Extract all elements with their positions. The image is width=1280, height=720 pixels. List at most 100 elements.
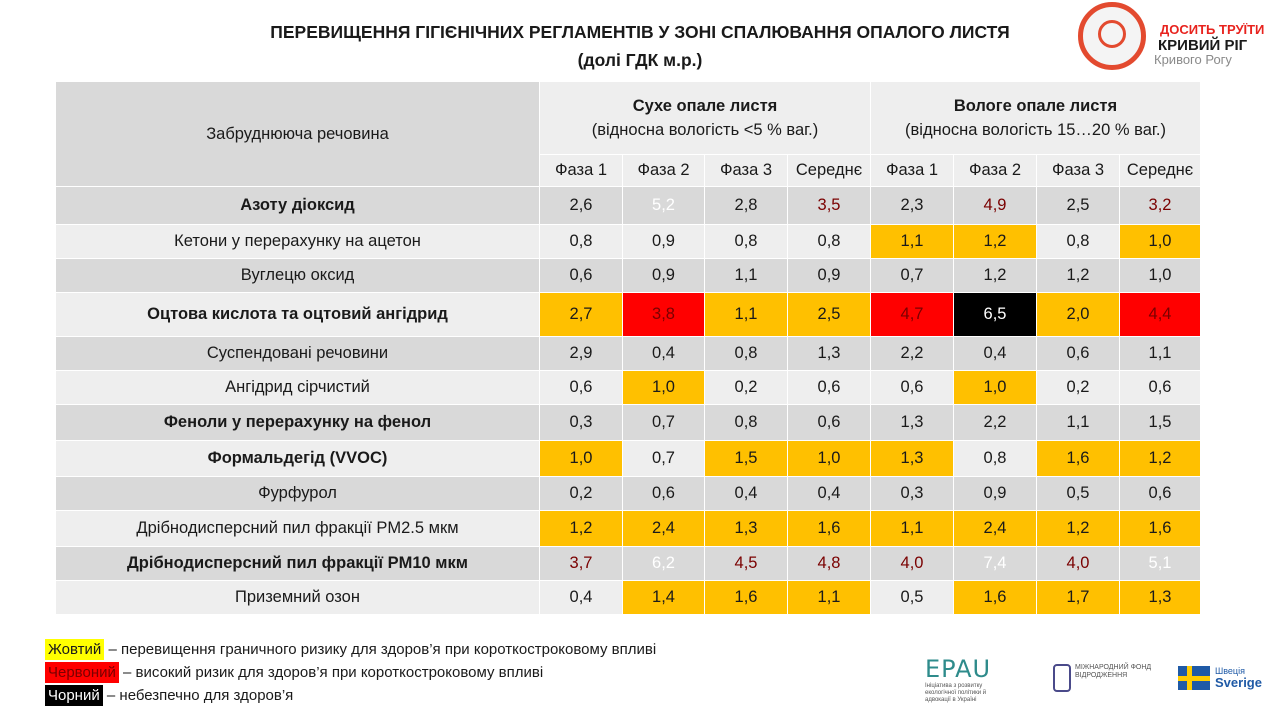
legend-text: – високий ризик для здоров’я при коротко… <box>118 664 544 681</box>
value-cell: 0,3 <box>870 476 954 511</box>
value-cell: 0,4 <box>704 476 788 511</box>
watermark-line3: Кривого Рогу <box>1154 52 1232 67</box>
value-cell: 4,9 <box>953 186 1037 225</box>
value-cell: 4,4 <box>1119 292 1201 337</box>
value-cell: 5,2 <box>622 186 705 225</box>
value-cell: 0,6 <box>622 476 705 511</box>
irf-logo: МІЖНАРОДНИЙ ФОНД ВІДРОДЖЕННЯ <box>1053 660 1163 696</box>
value-cell: 1,3 <box>704 510 788 547</box>
value-cell: 1,2 <box>953 224 1037 259</box>
value-cell: 2,8 <box>704 186 788 225</box>
value-cell: 4,5 <box>704 546 788 581</box>
value-cell: 0,4 <box>787 476 871 511</box>
sweden-logo-top: Швеція <box>1215 666 1245 676</box>
phase-header: Фаза 2 <box>953 154 1037 187</box>
value-cell: 1,0 <box>787 440 871 477</box>
value-cell: 6,5 <box>953 292 1037 337</box>
pollutant-name: Азоту діоксид <box>55 186 540 225</box>
table-row: Суспендовані речовини 2,9 0,4 0,8 1,3 2,2 0,4 0… <box>55 336 1201 371</box>
irf-logo-caption: МІЖНАРОДНИЙ ФОНД ВІДРОДЖЕННЯ <box>1075 664 1152 679</box>
pollutant-name: Вуглецю оксид <box>55 258 540 293</box>
table-row: Ангідрид сірчистий 0,6 1,0 0,2 0,6 0,6 1,0 0,2 0… <box>55 370 1201 405</box>
value-cell: 1,3 <box>787 336 871 371</box>
value-cell: 1,6 <box>1036 440 1120 477</box>
value-cell: 7,4 <box>953 546 1037 581</box>
value-cell: 2,2 <box>870 336 954 371</box>
table-row: Феноли у перерахунку на фенол 0,3 0,7 0,8 0,… <box>55 404 1201 441</box>
group-header-wet: Вологе опале листя (відносна вологість 1… <box>870 81 1201 155</box>
value-cell: 0,2 <box>1036 370 1120 405</box>
value-cell: 2,6 <box>539 186 623 225</box>
pollutant-name: Суспендовані речовини <box>55 336 540 371</box>
value-cell: 1,2 <box>953 258 1037 293</box>
pollutant-name: Фурфурол <box>55 476 540 511</box>
value-cell: 0,6 <box>1036 336 1120 371</box>
pollutant-name: Кетони у перерахунку на ацетон <box>55 224 540 259</box>
value-cell: 1,0 <box>539 440 623 477</box>
sweden-logo: Швеція Sverige <box>1178 666 1268 692</box>
pollutant-name: Дрібнодисперсний пил фракції PM10 мкм <box>55 546 540 581</box>
value-cell: 1,7 <box>1036 580 1120 615</box>
value-cell: 4,0 <box>1036 546 1120 581</box>
value-cell: 2,7 <box>539 292 623 337</box>
pollutant-column-header: Забруднююча речовина <box>55 81 540 187</box>
value-cell: 2,4 <box>622 510 705 547</box>
value-cell: 1,6 <box>1119 510 1201 547</box>
value-cell: 6,2 <box>622 546 705 581</box>
value-cell: 0,7 <box>622 440 705 477</box>
value-cell: 0,6 <box>787 370 871 405</box>
value-cell: 0,8 <box>704 224 788 259</box>
group-title: Вологе опале листя <box>953 97 1118 115</box>
phase-header: Фаза 3 <box>1036 154 1120 187</box>
group-header-dry: Сухе опале листя (відносна вологість <5 … <box>539 81 871 155</box>
value-cell: 0,9 <box>953 476 1037 511</box>
group-subtitle: (відносна вологість 15…20 % ваг.) <box>905 121 1166 139</box>
value-cell: 0,9 <box>787 258 871 293</box>
value-cell: 1,0 <box>622 370 705 405</box>
value-cell: 0,8 <box>1036 224 1120 259</box>
epau-logo: EPAU Ініціатива з розвитку екологічної п… <box>925 655 1005 703</box>
group-subtitle: (відносна вологість <5 % ваг.) <box>591 121 819 139</box>
value-cell: 2,4 <box>953 510 1037 547</box>
value-cell: 1,0 <box>1119 224 1201 259</box>
legend-text: – перевищення граничного ризику для здор… <box>104 641 657 658</box>
pollutant-name: Формальдегід (VVOC) <box>55 440 540 477</box>
value-cell: 1,2 <box>1119 440 1201 477</box>
legend-swatch-black: Чорний <box>45 685 103 706</box>
value-cell: 1,1 <box>1036 404 1120 441</box>
value-cell: 1,2 <box>1036 510 1120 547</box>
value-cell: 2,0 <box>1036 292 1120 337</box>
value-cell: 1,0 <box>953 370 1037 405</box>
value-cell: 0,4 <box>622 336 705 371</box>
value-cell: 0,7 <box>870 258 954 293</box>
value-cell: 0,2 <box>704 370 788 405</box>
epau-logo-caption: Ініціатива з розвитку екологічної політи… <box>925 683 987 703</box>
value-cell: 0,5 <box>870 580 954 615</box>
value-cell: 3,5 <box>787 186 871 225</box>
page-title: ПЕРЕВИЩЕННЯ ГІГІЄНІЧНИХ РЕГЛАМЕНТІВ У ЗО… <box>270 22 1010 42</box>
table-row: Дрібнодисперсний пил фракції PM2.5 мкм 1,… <box>55 510 1201 547</box>
value-cell: 1,0 <box>1119 258 1201 293</box>
page-subtitle: (долі ГДК м.р.) <box>577 50 703 70</box>
value-cell: 1,5 <box>704 440 788 477</box>
value-cell: 2,5 <box>787 292 871 337</box>
watermark-line2: КРИВИЙ РІГ <box>1158 37 1248 54</box>
value-cell: 0,8 <box>704 336 788 371</box>
value-cell: 1,1 <box>1119 336 1201 371</box>
value-cell: 2,5 <box>1036 186 1120 225</box>
value-cell: 4,8 <box>787 546 871 581</box>
value-cell: 1,1 <box>704 258 788 293</box>
table-row: Приземний озон 0,4 1,4 1,6 1,1 0,5 1,6 1,7 1,3 <box>55 580 1201 615</box>
value-cell: 2,2 <box>953 404 1037 441</box>
table-row: Дрібнодисперсний пил фракції PM10 мкм 3,7… <box>55 546 1201 581</box>
value-cell: 1,6 <box>953 580 1037 615</box>
watermark-line1: ДОСИТЬ ТРУЇТИ <box>1160 22 1265 37</box>
group-title: Сухе опале листя <box>632 97 778 115</box>
phase-header: Середнє <box>787 154 871 187</box>
legend-swatch-red: Червоний <box>45 662 119 683</box>
table-row: Кетони у перерахунку на ацетон 0,8 0,9 0,8 0… <box>55 224 1201 259</box>
legend-swatch-yellow: Жовтий <box>45 639 105 660</box>
phase-header: Фаза 1 <box>870 154 954 187</box>
value-cell: 4,7 <box>870 292 954 337</box>
value-cell: 0,6 <box>539 258 623 293</box>
